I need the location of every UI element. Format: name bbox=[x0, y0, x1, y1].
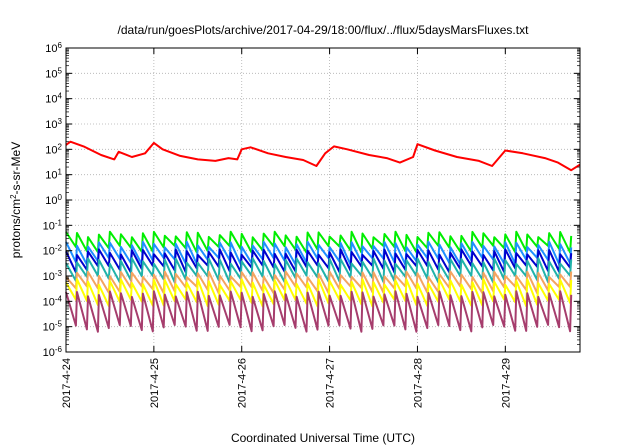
y-tick-exp: 6 bbox=[58, 41, 63, 50]
y-tick-label: 103 bbox=[45, 117, 62, 132]
y-tick-exp: 5 bbox=[58, 66, 63, 75]
y-tick-base: 10 bbox=[45, 144, 57, 156]
y-tick-exp: -2 bbox=[55, 243, 63, 252]
y-tick-exp: 2 bbox=[58, 142, 63, 151]
x-tick-label: 2017-4-28 bbox=[412, 358, 424, 408]
y-tick-exp: 1 bbox=[58, 167, 63, 176]
y-tick-label: 10-2 bbox=[43, 243, 63, 258]
x-tick-label: 2017-4-25 bbox=[149, 358, 161, 408]
y-axis-label-sup: 2 bbox=[9, 194, 18, 199]
y-tick-exp: 0 bbox=[58, 193, 63, 202]
y-tick-label: 10-1 bbox=[43, 218, 63, 233]
y-axis-label: protons/cm2-s-sr-MeV bbox=[9, 142, 24, 258]
y-tick-base: 10 bbox=[45, 119, 57, 131]
series-line-5 bbox=[65, 257, 573, 284]
series-line-1 bbox=[65, 140, 581, 172]
y-axis-label-base: protons/cm bbox=[9, 199, 23, 258]
x-axis-label: Coordinated Universal Time (UTC) bbox=[231, 431, 415, 445]
y-tick-label: 102 bbox=[45, 142, 62, 157]
y-tick-exp: 4 bbox=[58, 91, 63, 100]
series-group bbox=[65, 140, 581, 333]
series-line-8 bbox=[65, 290, 573, 333]
y-tick-label: 105 bbox=[45, 66, 62, 81]
y-tick-exp: -4 bbox=[55, 294, 63, 303]
y-tick-base: 10 bbox=[45, 43, 57, 55]
y-axis-label-rest: -s-sr-MeV bbox=[9, 142, 23, 195]
x-tick-label: 2017-4-27 bbox=[325, 358, 337, 408]
y-tick-exp: -6 bbox=[55, 345, 63, 354]
chart-title: /data/run/goesPlots/archive/2017-04-29/1… bbox=[118, 23, 530, 37]
y-tick-base: 10 bbox=[43, 220, 55, 232]
y-tick-exp: -5 bbox=[55, 319, 63, 328]
series-line-4 bbox=[65, 248, 573, 274]
y-tick-base: 10 bbox=[45, 94, 57, 106]
y-tick-base: 10 bbox=[43, 271, 55, 283]
y-axis-ticks: 10610510410310210110010-110-210-310-410-… bbox=[43, 41, 580, 360]
y-tick-base: 10 bbox=[43, 246, 55, 258]
y-tick-label: 10-5 bbox=[43, 319, 63, 334]
y-tick-exp: -3 bbox=[55, 269, 63, 278]
y-tick-exp: 3 bbox=[58, 117, 63, 126]
y-tick-base: 10 bbox=[45, 170, 57, 182]
x-tick-label: 2017-4-29 bbox=[500, 358, 512, 408]
y-tick-label: 101 bbox=[45, 167, 62, 182]
y-tick-label: 10-6 bbox=[43, 345, 63, 360]
y-tick-base: 10 bbox=[43, 322, 55, 334]
x-tick-label: 2017-4-26 bbox=[237, 358, 249, 408]
y-tick-label: 10-4 bbox=[43, 294, 63, 309]
y-tick-label: 10-3 bbox=[43, 269, 63, 284]
y-tick-base: 10 bbox=[43, 347, 55, 359]
x-tick-label: 2017-4-24 bbox=[61, 358, 73, 408]
y-tick-label: 104 bbox=[45, 91, 62, 106]
y-tick-base: 10 bbox=[45, 68, 57, 80]
y-tick-base: 10 bbox=[43, 296, 55, 308]
y-tick-label: 106 bbox=[45, 41, 62, 56]
x-axis-ticks: 2017-4-24 2017-4-25 2017-4-26 2017-4-27 2017… bbox=[61, 48, 512, 408]
y-tick-base: 10 bbox=[45, 195, 57, 207]
y-tick-label: 100 bbox=[45, 193, 62, 208]
y-tick-exp: -1 bbox=[55, 218, 63, 227]
